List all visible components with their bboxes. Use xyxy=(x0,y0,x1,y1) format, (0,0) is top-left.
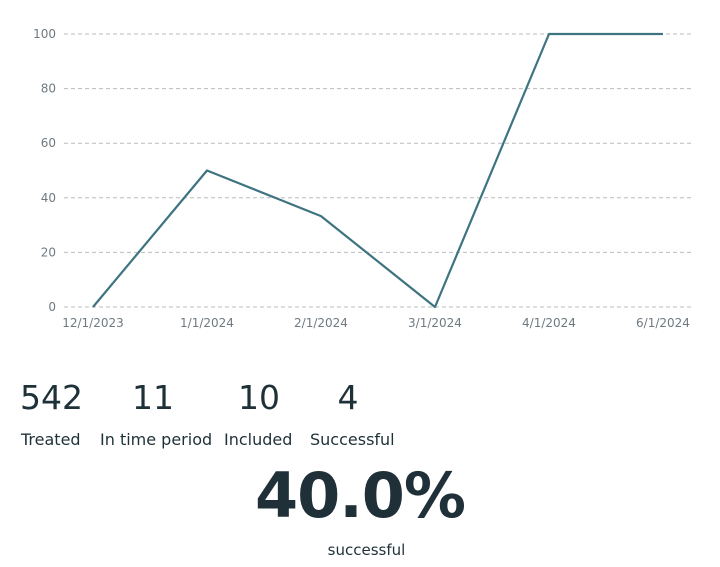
y-axis-ticks: 0 20 40 60 80 100 xyxy=(33,27,56,314)
y-tick-label: 60 xyxy=(41,136,56,150)
grid-lines xyxy=(64,33,692,308)
line-chart: 0 20 40 60 80 100 12/1/2023 1/1/2024 2/1/2024 3/… xyxy=(33,27,692,330)
stat-successful-label: Successful xyxy=(310,430,395,449)
x-tick-label: 4/1/2024 xyxy=(522,316,576,330)
y-tick-label: 80 xyxy=(41,82,56,96)
stat-successful-value: 4 xyxy=(337,378,359,417)
stat-included: 10 xyxy=(228,378,290,418)
x-tick-label: 2/1/2024 xyxy=(294,316,348,330)
y-tick-label: 100 xyxy=(33,27,56,41)
stat-included-value: 10 xyxy=(238,378,280,417)
stat-in-period-value: 11 xyxy=(132,378,174,417)
stat-treated-value: 542 xyxy=(20,378,83,417)
x-tick-label: 6/1/2024 xyxy=(636,316,690,330)
success-rate: 40.0% xyxy=(254,459,466,532)
stat-successful: 4 xyxy=(317,378,379,418)
y-tick-label: 20 xyxy=(41,245,56,259)
stat-included-label: Included xyxy=(224,430,293,449)
x-tick-label: 1/1/2024 xyxy=(180,316,234,330)
x-tick-label: 3/1/2024 xyxy=(408,316,462,330)
stat-treated-label: Treated xyxy=(21,430,81,449)
stat-in-period-label: In time period xyxy=(100,430,213,449)
y-tick-label: 40 xyxy=(41,191,56,205)
stat-treated: 542 xyxy=(20,378,83,418)
series-line xyxy=(92,32,663,309)
y-tick-label: 0 xyxy=(48,300,56,314)
x-axis-ticks: 12/1/2023 1/1/2024 2/1/2024 3/1/2024 4/1/202… xyxy=(62,316,690,330)
stat-in-period: 11 xyxy=(122,378,184,418)
x-tick-label: 12/1/2023 xyxy=(62,316,124,330)
success-rate-label: successful xyxy=(327,541,406,559)
